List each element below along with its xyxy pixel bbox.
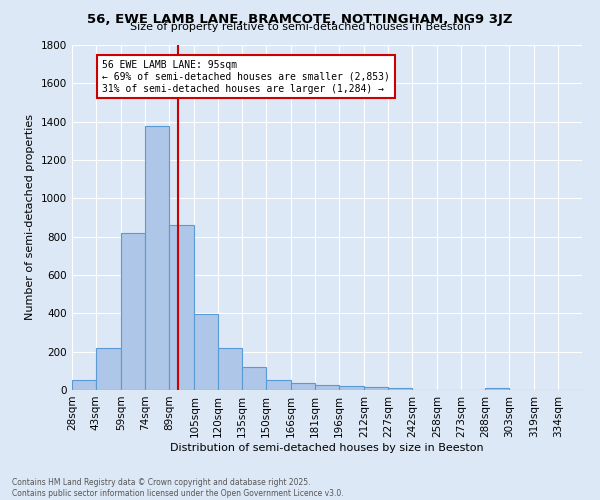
X-axis label: Distribution of semi-detached houses by size in Beeston: Distribution of semi-detached houses by … [170,442,484,452]
Bar [315,385,339,390]
Bar [266,380,291,390]
Bar [218,348,242,390]
Bar [242,367,266,390]
Bar [388,388,412,390]
Bar [96,348,121,390]
Bar [291,384,315,390]
Text: 56, EWE LAMB LANE, BRAMCOTE, NOTTINGHAM, NG9 3JZ: 56, EWE LAMB LANE, BRAMCOTE, NOTTINGHAM,… [87,12,513,26]
Bar [121,233,145,390]
Bar [169,225,194,390]
Bar [339,386,364,390]
Bar [485,388,509,390]
Bar [364,387,388,390]
Text: 56 EWE LAMB LANE: 95sqm
← 69% of semi-detached houses are smaller (2,853)
31% of: 56 EWE LAMB LANE: 95sqm ← 69% of semi-de… [102,60,390,94]
Bar [194,314,218,390]
Bar [72,380,96,390]
Y-axis label: Number of semi-detached properties: Number of semi-detached properties [25,114,35,320]
Text: Size of property relative to semi-detached houses in Beeston: Size of property relative to semi-detach… [130,22,470,32]
Bar [145,126,169,390]
Text: Contains HM Land Registry data © Crown copyright and database right 2025.
Contai: Contains HM Land Registry data © Crown c… [12,478,344,498]
